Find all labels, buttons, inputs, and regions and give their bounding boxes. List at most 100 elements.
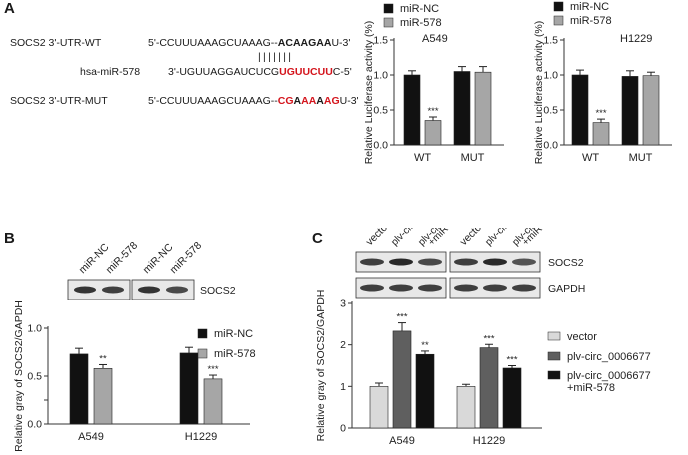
protein-band — [360, 284, 384, 292]
bar — [203, 378, 223, 425]
significance-label: *** — [506, 355, 517, 366]
blot-box — [67, 279, 131, 300]
protein-band — [389, 258, 413, 266]
legend-swatch — [553, 1, 564, 12]
legend-label: miR-NC — [214, 328, 253, 340]
bar — [571, 74, 589, 146]
protein-band — [166, 286, 188, 294]
western-blot-c: SOCS2GAPDHvectorplv-circ_0006677plv-circ… — [355, 228, 585, 299]
mir-seed: UGUUCUU — [279, 66, 333, 78]
bar — [179, 352, 199, 425]
bar — [369, 386, 389, 429]
base-pairing-lines: | | | | | | | — [258, 51, 291, 63]
y-tick-label: 1.0 — [373, 70, 388, 82]
mut-conserved-2: A — [316, 95, 324, 107]
panel-letter-b: B — [4, 230, 15, 247]
mir-prefix: 3'-UGUUAGGAUCUCG — [168, 66, 280, 78]
legend-label: plv-circ_0006677 — [567, 351, 651, 363]
mut-conserved-1: A — [293, 95, 302, 107]
protein-band — [360, 258, 384, 266]
legend-label: +miR-578 — [567, 382, 615, 394]
legend-label: miR-578 — [400, 17, 442, 29]
legend-swatch — [547, 331, 561, 341]
bar — [479, 347, 499, 429]
wt-suffix: U-3' — [331, 37, 351, 49]
y-tick-label: 2 — [340, 339, 346, 351]
protein-band — [454, 258, 478, 266]
protein-band — [418, 284, 442, 292]
blot-lane-label: miR-578 — [168, 239, 205, 276]
x-tick-label: A549 — [78, 431, 104, 443]
x-tick-label: H1229 — [473, 435, 505, 447]
y-axis-label: Relative gray of SOCS2/GAPDH — [13, 300, 25, 452]
wt-utr-sequence: 5'-CCUUUAAAGCUAAAG--ACAAGAAU-3' — [148, 37, 350, 49]
y-tick-label: 0.5 — [543, 105, 558, 117]
mut-part-4: AG — [323, 95, 340, 107]
mirna-label: hsa-miR-578 — [80, 66, 141, 78]
wt-prefix: 5'-CCUUUAAAGCUAAAG-- — [148, 37, 278, 49]
protein-band — [512, 284, 536, 292]
mut-part-1: CG — [277, 95, 294, 107]
mut-part-2: AA — [301, 95, 317, 107]
bar — [621, 76, 639, 146]
blot-protein-label: SOCS2 — [548, 257, 584, 269]
legend-label: miR-578 — [570, 15, 612, 27]
protein-band — [454, 284, 478, 292]
blot-lane-label: vector — [458, 228, 487, 248]
y-tick-label: 0.0 — [373, 140, 388, 152]
protein-band — [102, 286, 124, 294]
bar — [415, 353, 435, 429]
significance-label: *** — [427, 106, 438, 117]
significance-label: *** — [483, 333, 494, 344]
y-axis-label: Relative Luciferase activity (%) — [363, 21, 375, 165]
protein-band — [512, 258, 536, 266]
mut-prefix: 5'-CCUUUAAAGCUAAAG-- — [148, 95, 278, 107]
blot-protein-label: SOCS2 — [200, 285, 236, 297]
protein-band — [483, 258, 507, 266]
y-tick-label: 0.5 — [373, 105, 388, 117]
significance-label: *** — [595, 108, 606, 119]
y-tick-label: 3 — [340, 298, 346, 310]
legend-swatch — [547, 370, 561, 380]
legend-label: miR-NC — [400, 3, 439, 15]
significance-label: ** — [421, 340, 429, 351]
chart-title: H1229 — [620, 33, 652, 45]
protein-band — [418, 258, 442, 266]
protein-band — [483, 284, 507, 292]
y-tick-label: 1.0 — [543, 70, 558, 82]
panel-letter-c: C — [312, 230, 323, 247]
legend-label: miR-NC — [570, 1, 609, 13]
protein-band — [138, 286, 160, 294]
significance-label: *** — [207, 364, 218, 375]
bar — [502, 367, 522, 429]
wt-utr-label: SOCS2 3'-UTR-WT — [10, 37, 102, 49]
y-axis-label: Relative gray of SOCS2/GAPDH — [315, 290, 327, 441]
y-tick-label: 0.5 — [27, 371, 42, 383]
mut-suffix: U-3' — [339, 95, 359, 107]
x-tick-label: A549 — [389, 435, 415, 447]
legend-swatch — [197, 328, 208, 339]
bar — [69, 353, 89, 425]
x-tick-label: WT — [582, 152, 599, 164]
protein-band — [389, 284, 413, 292]
significance-label: *** — [396, 312, 407, 323]
y-tick-label: 1.5 — [543, 35, 558, 47]
mir-suffix: C-5' — [332, 66, 352, 78]
blot-lane-label: miR-578 — [104, 239, 141, 276]
significance-label: ** — [99, 353, 107, 364]
mut-utr-sequence: 5'-CCUUUAAAGCUAAAG--CGAAAAAGU-3' — [148, 95, 359, 107]
mut-utr-label: SOCS2 3'-UTR-MUT — [10, 95, 108, 107]
bar — [424, 120, 442, 146]
legend-swatch — [383, 17, 394, 28]
legend-swatch — [383, 3, 394, 14]
legend-label: miR-578 — [214, 348, 256, 360]
bar — [592, 122, 610, 146]
y-tick-label: 0 — [340, 423, 346, 435]
legend-swatch — [197, 348, 208, 359]
x-tick-label: H1229 — [185, 431, 217, 443]
legend-swatch — [547, 351, 561, 361]
